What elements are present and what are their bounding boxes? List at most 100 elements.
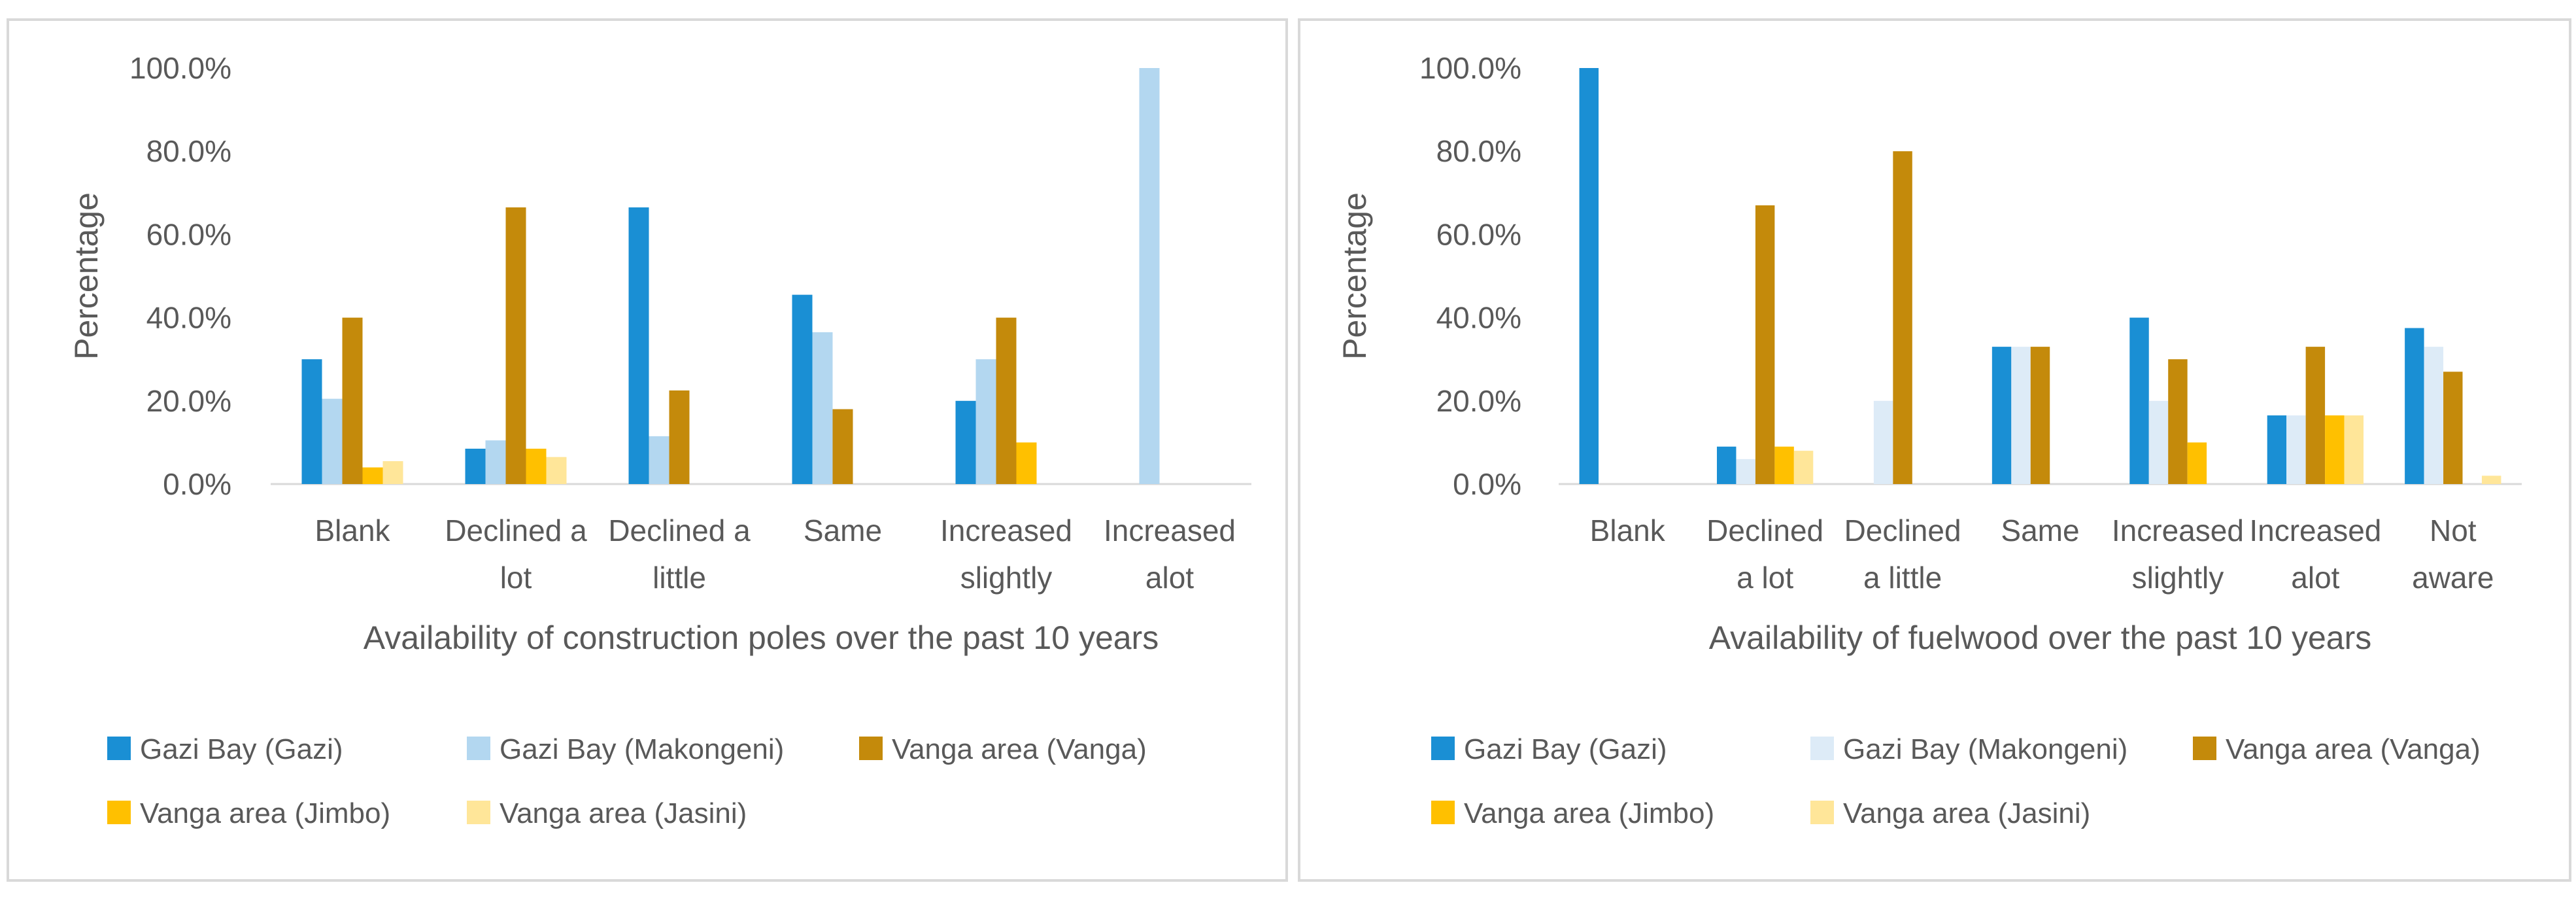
bar-gazi-bay-makongeni-2 (649, 436, 669, 484)
bar-gazi-bay-makongeni-1 (485, 440, 506, 484)
legend-swatch (1810, 801, 1834, 824)
bar-vanga-area-jimbo-1 (1774, 446, 1794, 484)
bar-gazi-bay-gazi-4 (955, 400, 976, 484)
x-category-label: Blank (1590, 513, 1666, 548)
bar-gazi-bay-makongeni-2 (1873, 400, 1893, 484)
bar-gazi-bay-gazi-3 (1991, 347, 2012, 484)
legend-label: Gazi Bay (Gazi) (140, 733, 343, 765)
x-category-label: little (652, 561, 706, 595)
legend-swatch (107, 801, 131, 824)
bar-vanga-area-vanga-4 (996, 317, 1017, 484)
x-category-label: Same (2001, 513, 2079, 548)
x-category-label: lot (500, 561, 532, 595)
bar-gazi-bay-makongeni-5 (2286, 415, 2306, 484)
x-category-label: a lot (1737, 561, 1793, 595)
bar-vanga-area-jimbo-1 (526, 448, 547, 484)
x-category-label: alot (1145, 561, 1194, 595)
bar-gazi-bay-gazi-4 (2129, 317, 2149, 484)
bar-vanga-area-vanga-6 (2443, 372, 2463, 484)
x-category-label: Increased (2112, 513, 2244, 548)
bar-vanga-area-vanga-1 (1755, 205, 1775, 484)
bar-gazi-bay-gazi-1 (465, 448, 486, 484)
legend-swatch (467, 737, 490, 760)
bar-vanga-area-vanga-5 (2305, 347, 2326, 484)
x-category-label: Not (2430, 513, 2477, 548)
bar-gazi-bay-makongeni-4 (975, 359, 996, 484)
legend-swatch (859, 737, 883, 760)
bar-gazi-bay-makongeni-3 (812, 332, 833, 484)
y-tick-label: 20.0% (146, 384, 231, 418)
x-category-label: Increased (940, 513, 1072, 548)
bar-gazi-bay-makongeni-4 (2148, 400, 2169, 484)
legend-label: Vanga area (Jimbo) (140, 797, 390, 829)
bar-vanga-area-vanga-4 (2168, 359, 2188, 484)
chart-fuelwood: 0.0% 20.0% 40.0% 60.0% 80.0% 100.0% Blank Decli… (1336, 51, 2522, 829)
chart-panel-fuelwood: 0.0% 20.0% 40.0% 60.0% 80.0% 100.0% Blank Decli… (1298, 18, 2571, 882)
y-tick-label: 60.0% (146, 217, 231, 251)
x-category-label: alot (2291, 561, 2339, 595)
legend-label: Vanga area (Jasini) (1843, 797, 2090, 829)
chart-construction-poles: 0.0% 20.0% 40.0% 60.0% 80.0% 100.0% Blank Decli… (68, 51, 1251, 829)
bar-vanga-area-vanga-3 (832, 409, 853, 484)
x-category-label: a little (1863, 561, 1942, 595)
bar-gazi-bay-makongeni-5 (1139, 68, 1160, 484)
y-tick-label: 40.0% (146, 301, 231, 335)
bar-gazi-bay-makongeni-0 (322, 398, 343, 484)
bar-gazi-bay-gazi-5 (2267, 415, 2287, 484)
bar-gazi-bay-makongeni-1 (1736, 459, 1755, 484)
bar-vanga-area-jasini-6 (2481, 476, 2501, 484)
y-tick-label: 100.0% (1419, 51, 1521, 85)
x-category-label: aware (2412, 561, 2494, 595)
bar-gazi-bay-gazi-2 (628, 207, 649, 484)
chart-panel-construction-poles: 0.0% 20.0% 40.0% 60.0% 80.0% 100.0% Blank Decli… (7, 18, 1288, 882)
legend-label: Gazi Bay (Makongeni) (1843, 733, 2127, 765)
legend-label: Gazi Bay (Makongeni) (500, 733, 784, 765)
legend-label: Vanga area (Jasini) (500, 797, 747, 829)
bar-gazi-bay-gazi-6 (2405, 328, 2424, 484)
x-category-label: slightly (960, 561, 1053, 595)
bar-gazi-bay-makongeni-6 (2424, 347, 2444, 484)
legend-label: Vanga area (Vanga) (2226, 733, 2481, 765)
x-category-label: Declined (1844, 513, 1961, 548)
bar-vanga-area-vanga-2 (669, 390, 690, 484)
bar-vanga-area-jasini-1 (1793, 451, 1814, 484)
y-tick-label: 20.0% (1436, 384, 1521, 418)
y-tick-label: 0.0% (1453, 467, 1521, 501)
x-category-label: Blank (314, 513, 390, 548)
bar-vanga-area-jasini-1 (546, 457, 567, 484)
y-tick-label: 40.0% (1436, 301, 1521, 335)
x-axis-title: Availability of construction poles over … (364, 619, 1159, 656)
x-category-label: slightly (2132, 561, 2224, 595)
bar-vanga-area-vanga-2 (1893, 151, 1912, 484)
bar-gazi-bay-gazi-0 (1579, 68, 1599, 484)
legend-label: Gazi Bay (Gazi) (1464, 733, 1667, 765)
legend-label: Vanga area (Vanga) (892, 733, 1147, 765)
y-axis-title: Percentage (68, 192, 105, 360)
legend-swatch (1810, 737, 1834, 760)
bar-vanga-area-jasini-0 (382, 461, 403, 484)
bar-gazi-bay-gazi-0 (301, 359, 322, 484)
x-category-label: Declined (1706, 513, 1823, 548)
legend-swatch (1431, 737, 1455, 760)
bar-vanga-area-jimbo-4 (1016, 442, 1037, 484)
x-category-label: Increased (2249, 513, 2381, 548)
y-tick-label: 60.0% (1436, 217, 1521, 251)
bar-gazi-bay-gazi-3 (792, 294, 813, 484)
y-tick-label: 80.0% (1436, 134, 1521, 168)
legend-label: Vanga area (Jimbo) (1464, 797, 1714, 829)
bar-vanga-area-vanga-3 (2030, 347, 2050, 484)
x-category-label: Same (804, 513, 882, 548)
x-category-label: Declined a (608, 513, 751, 548)
y-axis-title: Percentage (1336, 192, 1373, 360)
y-tick-label: 0.0% (163, 467, 231, 501)
bar-vanga-area-jimbo-5 (2325, 415, 2345, 484)
legend-swatch (467, 801, 490, 824)
bar-vanga-area-jimbo-0 (362, 467, 383, 484)
bar-gazi-bay-gazi-1 (1716, 446, 1737, 484)
y-tick-label: 80.0% (146, 134, 231, 168)
bar-vanga-area-jasini-5 (2344, 415, 2364, 484)
bar-vanga-area-vanga-1 (505, 207, 526, 484)
x-category-label: Declined a (445, 513, 587, 548)
x-axis-title: Availability of fuelwood over the past 1… (1709, 619, 2372, 656)
bar-vanga-area-vanga-0 (342, 317, 363, 484)
